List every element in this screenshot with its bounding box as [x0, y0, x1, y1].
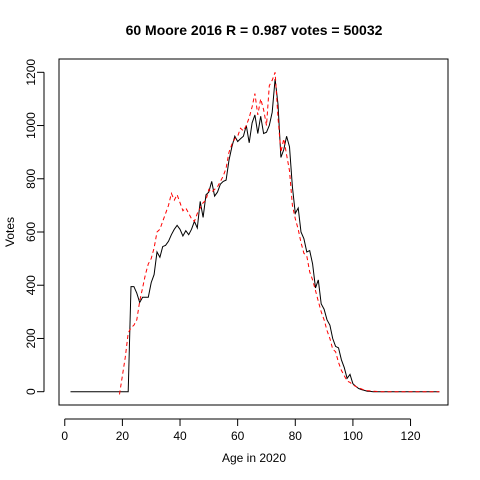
- y-tick-label: 0: [24, 388, 38, 395]
- x-axis: 0 20 40 60 80 100 120: [61, 418, 421, 443]
- y-tick-label: 1200: [24, 59, 38, 86]
- x-tick-label: 0: [61, 429, 68, 443]
- y-tick-label: 600: [24, 222, 38, 242]
- x-axis-label: Age in 2020: [222, 451, 286, 465]
- series-line-solid-black: [70, 78, 440, 393]
- series-line-dashed-red: [119, 72, 440, 395]
- x-tick-label: 40: [173, 429, 187, 443]
- x-tick-label: 120: [401, 429, 421, 443]
- y-tick-label: 1000: [24, 112, 38, 139]
- series-layer: [70, 72, 440, 395]
- x-tick-label: 100: [343, 429, 363, 443]
- x-tick-label: 80: [289, 429, 303, 443]
- x-tick-label: 20: [116, 429, 130, 443]
- y-tick-label: 200: [24, 328, 38, 348]
- y-axis-label: Votes: [3, 217, 17, 247]
- x-tick-label: 60: [231, 429, 245, 443]
- plot-frame: [58, 58, 449, 406]
- y-tick-label: 800: [24, 168, 38, 188]
- y-axis: 0 200 400 600 800 1000 1200: [24, 59, 45, 395]
- y-tick-label: 400: [24, 275, 38, 295]
- chart-title: 60 Moore 2016 R = 0.987 votes = 50032: [126, 22, 383, 38]
